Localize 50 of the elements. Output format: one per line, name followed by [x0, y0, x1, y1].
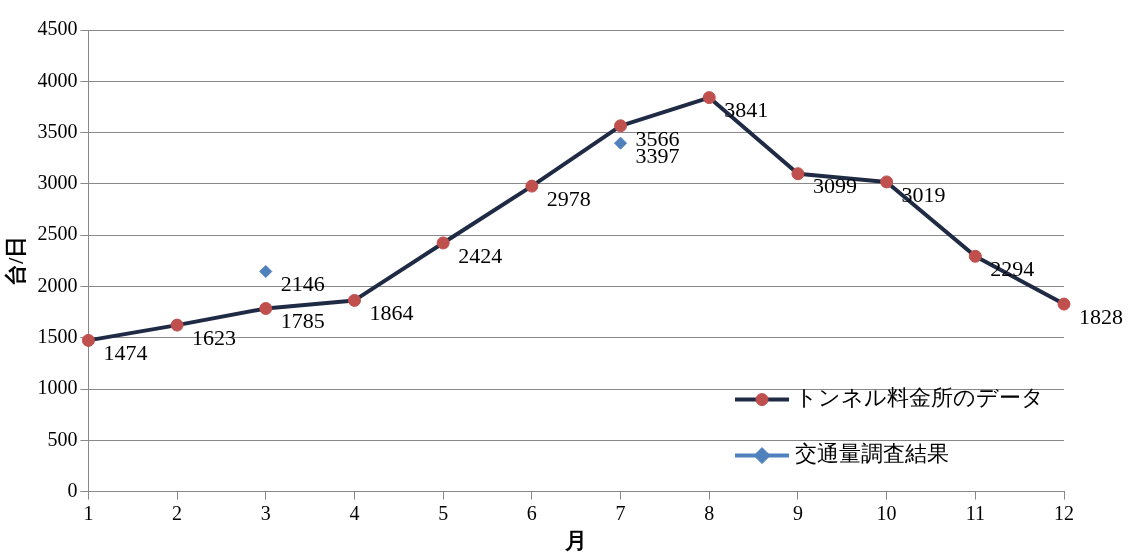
point	[614, 119, 628, 133]
point	[259, 264, 273, 278]
data-label: 1828	[1079, 303, 1123, 329]
y-axis-title: 台/日	[2, 235, 28, 286]
x-tick-label: 7	[615, 501, 626, 524]
x-tick-label: 6	[526, 501, 537, 524]
x-tick-label: 11	[965, 501, 985, 524]
x-tick-label: 2	[172, 501, 183, 524]
data-label: 3841	[724, 97, 769, 123]
data-label: 2424	[458, 242, 503, 268]
x-tick-label: 1	[83, 501, 94, 524]
y-tick-label: 3000	[37, 171, 78, 194]
data-label: 2146	[280, 271, 325, 297]
y-tick-label: 500	[47, 427, 78, 450]
x-tick-label: 9	[792, 501, 803, 524]
x-tick-label: 8	[704, 501, 715, 524]
point	[525, 179, 539, 193]
legend-label: トンネル料金所のデータ	[795, 385, 1044, 411]
data-label: 1785	[280, 308, 325, 334]
y-tick-label: 2000	[37, 273, 78, 296]
y-tick-label: 4000	[37, 68, 78, 91]
x-axis-title: 月	[564, 528, 588, 554]
point	[1057, 297, 1071, 311]
point	[259, 302, 273, 315]
point	[702, 91, 716, 105]
data-label: 3019	[901, 181, 946, 207]
point	[436, 236, 450, 250]
y-tick-label: 1000	[37, 376, 78, 399]
data-label: 1474	[103, 340, 148, 366]
y-tick-label: 2500	[37, 222, 78, 245]
x-tick-label: 3	[260, 501, 271, 524]
y-tick-label: 4500	[37, 17, 78, 40]
point	[791, 167, 805, 181]
y-tick-label: 0	[67, 478, 78, 501]
x-tick-label: 4	[349, 501, 360, 524]
x-tick-label: 12	[1054, 501, 1074, 524]
y-tick-label: 3500	[37, 119, 78, 142]
legend-label: 交通量調査結果	[795, 441, 949, 467]
y-tick-label: 1500	[37, 324, 78, 347]
point	[968, 249, 982, 263]
point	[170, 318, 184, 332]
point	[614, 136, 628, 150]
point	[880, 175, 894, 189]
x-tick-label: 10	[876, 501, 897, 524]
data-label: 3099	[812, 173, 857, 199]
data-label: 1864	[369, 300, 414, 326]
x-tick-label: 5	[438, 501, 449, 524]
data-label: 2978	[546, 185, 591, 211]
point	[347, 293, 361, 307]
data-label: 1623	[192, 324, 237, 350]
